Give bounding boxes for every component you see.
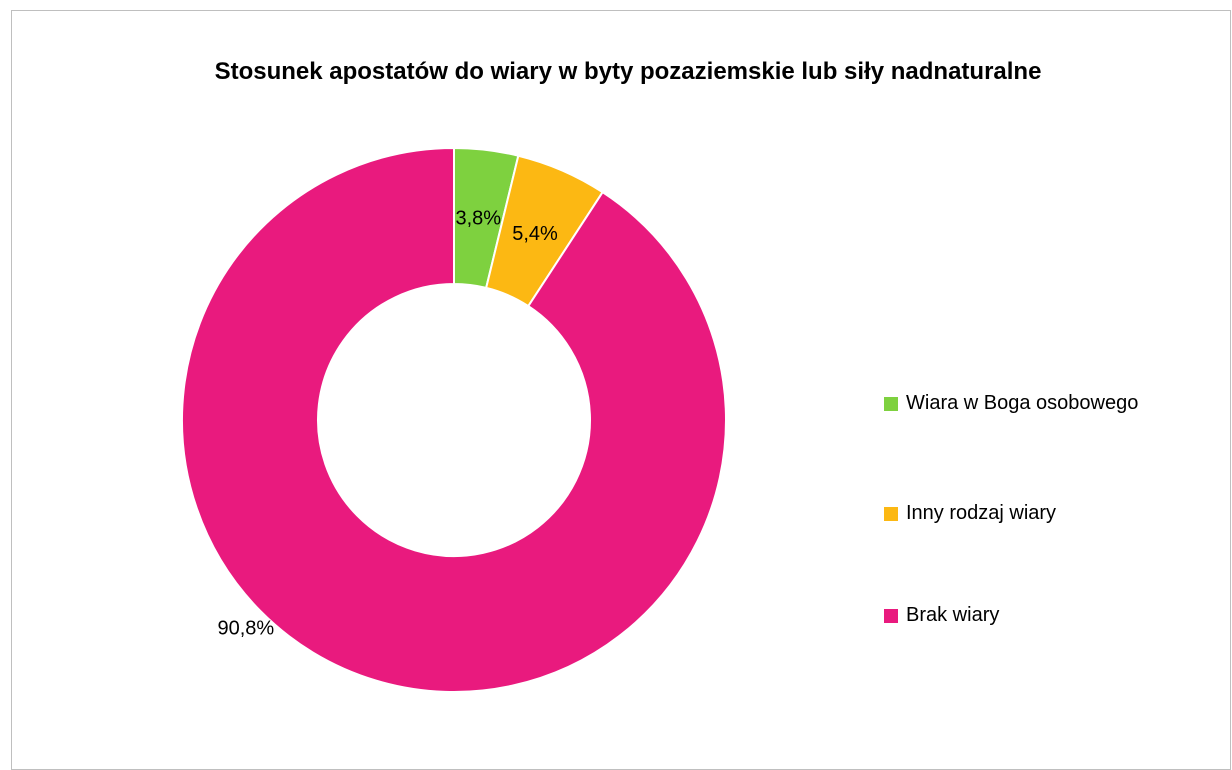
legend-swatch — [884, 506, 898, 521]
legend-swatch — [884, 608, 898, 623]
data-label-brak-wiary: 90,8% — [217, 618, 274, 640]
legend-label: Inny rodzaj wiary — [906, 502, 1057, 524]
legend-label: Wiara w Boga osobowego — [906, 392, 1139, 414]
legend-item-wiara-w-boga: Wiara w Boga osobowego — [884, 392, 1138, 415]
legend-item-inny-rodzaj: Inny rodzaj wiary — [884, 502, 1056, 525]
data-label-wiara-w-boga: 3,8% — [455, 207, 501, 229]
legend-label: Brak wiary — [906, 604, 1000, 626]
data-label-inny-rodzaj: 5,4% — [512, 223, 558, 245]
legend-swatch — [884, 396, 898, 411]
slice-brak-wiary — [181, 146, 727, 693]
chart-title: Stosunek apostatów do wiary w byty pozaz… — [214, 58, 1042, 85]
legend-item-brak-wiary: Brak wiary — [884, 604, 999, 627]
